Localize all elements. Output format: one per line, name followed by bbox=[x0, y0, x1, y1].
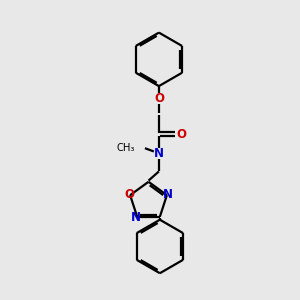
Text: N: N bbox=[154, 147, 164, 160]
Text: O: O bbox=[124, 188, 134, 201]
Text: O: O bbox=[154, 92, 164, 105]
Text: N: N bbox=[163, 188, 173, 201]
Text: N: N bbox=[131, 211, 141, 224]
Text: CH₃: CH₃ bbox=[117, 142, 135, 153]
Text: O: O bbox=[177, 128, 187, 141]
